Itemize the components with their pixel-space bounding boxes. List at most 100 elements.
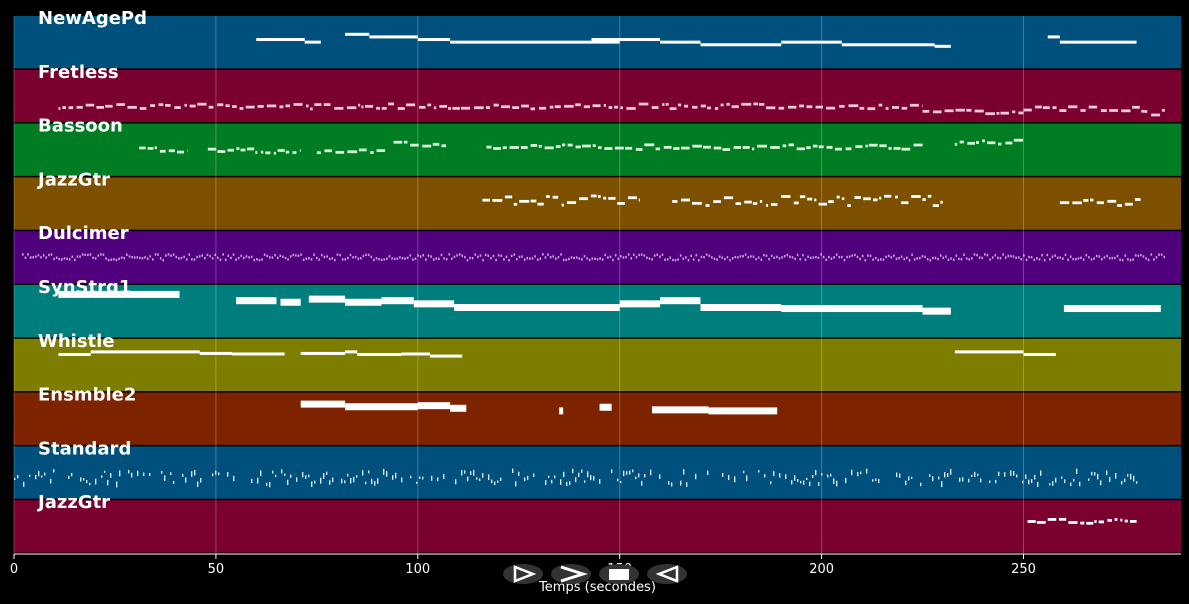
note-mark (646, 256, 648, 259)
drum-hit (650, 469, 652, 476)
note-mark (552, 255, 555, 258)
forward-button[interactable] (551, 564, 591, 584)
note-mark (735, 202, 742, 206)
note-mark (747, 256, 750, 259)
note-mark (500, 105, 511, 109)
drum-hit (260, 470, 262, 477)
note-mark (617, 202, 625, 205)
play-button[interactable] (503, 564, 543, 584)
drum-hit (1055, 477, 1057, 483)
note-mark (279, 105, 284, 109)
note-mark (1068, 521, 1078, 524)
drum-hit (362, 470, 364, 476)
note-mark (640, 253, 643, 256)
drum-hit (1088, 478, 1090, 481)
note-mark (217, 256, 219, 259)
note-mark (1086, 521, 1094, 525)
drum-hit (170, 472, 172, 476)
note-mark (266, 104, 277, 108)
drum-hit (308, 474, 310, 478)
drum-hit (287, 479, 289, 485)
note-mark (921, 255, 924, 258)
drum-hit (329, 480, 331, 485)
drum-hit (1130, 473, 1132, 480)
note-mark (58, 107, 61, 110)
note-mark (419, 255, 422, 258)
drum-hit (866, 468, 868, 474)
note-mark (63, 257, 66, 260)
note-mark (714, 107, 719, 110)
note-mark (71, 255, 74, 258)
note-mark (582, 144, 591, 148)
drum-hit (80, 477, 82, 482)
note-mark (882, 258, 885, 261)
drum-hit (182, 473, 184, 477)
note-mark (458, 253, 461, 256)
note-bar (1023, 352, 1056, 356)
note-mark (672, 200, 678, 203)
drum-hit (1028, 479, 1030, 485)
drum-hit (734, 476, 736, 483)
rewind-button[interactable] (647, 564, 687, 584)
note-mark (373, 258, 375, 262)
drum-hit (143, 472, 145, 477)
stop-button[interactable] (599, 564, 639, 584)
note-bar (256, 38, 305, 42)
note-mark (1072, 201, 1082, 205)
note-mark (1101, 258, 1103, 261)
note-mark (841, 197, 845, 201)
note-mark (257, 105, 264, 108)
note-mark (1096, 201, 1104, 205)
drum-hit (821, 473, 823, 476)
note-mark (183, 255, 185, 259)
drum-hit (1133, 475, 1135, 482)
note-mark (651, 106, 659, 109)
note-mark (1018, 111, 1024, 115)
drum-hit (302, 471, 304, 478)
note-mark (239, 107, 244, 110)
drum-hit (785, 474, 787, 479)
drum-hit (548, 475, 550, 478)
note-mark (197, 102, 207, 106)
note-mark (139, 256, 141, 260)
note-mark (807, 197, 813, 201)
note-mark (603, 196, 607, 200)
note-mark (703, 145, 711, 149)
drum-hit (1013, 470, 1015, 476)
note-mark (375, 257, 378, 260)
note-bar (619, 300, 661, 308)
note-mark (365, 253, 367, 257)
drum-hit (998, 471, 1000, 477)
note-mark (150, 104, 156, 107)
note-mark (253, 258, 256, 262)
note-mark (929, 259, 932, 262)
note-mark (692, 144, 702, 148)
stop-icon (609, 569, 629, 580)
note-mark (419, 105, 426, 109)
note-mark (692, 258, 695, 261)
note-mark (806, 105, 813, 109)
drum-hit (611, 469, 613, 473)
note-mark (538, 106, 547, 110)
note-mark (58, 257, 61, 261)
note-mark (932, 204, 939, 208)
note-mark (594, 257, 596, 260)
note-mark (53, 257, 55, 261)
note-mark (822, 255, 825, 259)
note-mark (1093, 257, 1095, 260)
note-mark (643, 254, 646, 257)
note-mark (878, 103, 883, 107)
note-mark (1047, 518, 1057, 521)
note-mark (432, 258, 435, 261)
drum-hit (494, 481, 496, 486)
note-mark (50, 253, 53, 256)
note-mark (55, 256, 58, 259)
drum-hit (566, 481, 568, 487)
note-mark (1004, 256, 1007, 259)
note-mark (1067, 258, 1069, 261)
x-axis: 050100150200250 Temps (secondes) (10, 553, 1181, 595)
note-mark (247, 147, 255, 151)
note-mark (734, 255, 737, 259)
note-mark (863, 197, 871, 201)
note-mark (349, 253, 352, 257)
